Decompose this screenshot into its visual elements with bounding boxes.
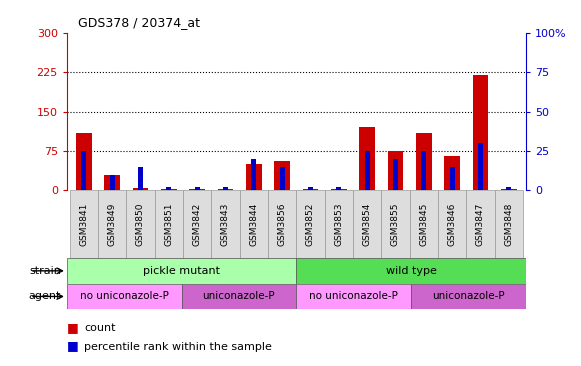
Text: GSM3847: GSM3847 bbox=[476, 202, 485, 246]
Text: GSM3852: GSM3852 bbox=[306, 202, 315, 246]
Bar bbox=[393, 159, 398, 190]
Bar bbox=[450, 167, 455, 190]
Text: ■: ■ bbox=[67, 340, 78, 352]
Bar bbox=[506, 187, 511, 190]
Text: ■: ■ bbox=[67, 321, 78, 334]
Bar bbox=[132, 188, 148, 190]
Text: GSM3849: GSM3849 bbox=[107, 202, 117, 246]
Text: GSM3848: GSM3848 bbox=[504, 202, 513, 246]
Bar bbox=[296, 258, 526, 284]
Text: GSM3843: GSM3843 bbox=[221, 202, 230, 246]
Text: GSM3850: GSM3850 bbox=[136, 202, 145, 246]
Bar bbox=[467, 190, 494, 258]
Bar bbox=[388, 151, 403, 190]
Text: wild type: wild type bbox=[386, 266, 436, 276]
Bar bbox=[365, 151, 370, 190]
Bar bbox=[416, 132, 432, 190]
Bar bbox=[381, 190, 410, 258]
Text: strain: strain bbox=[29, 266, 61, 276]
Bar bbox=[421, 151, 426, 190]
Text: GSM3846: GSM3846 bbox=[447, 202, 457, 246]
Bar bbox=[166, 187, 171, 190]
Bar bbox=[410, 190, 438, 258]
Bar bbox=[501, 189, 517, 190]
Bar bbox=[353, 190, 381, 258]
Bar bbox=[274, 161, 290, 190]
Text: GSM3853: GSM3853 bbox=[334, 202, 343, 246]
Bar bbox=[138, 167, 143, 190]
Bar bbox=[239, 190, 268, 258]
Bar bbox=[308, 187, 313, 190]
Bar bbox=[438, 190, 467, 258]
Text: no uniconazole-P: no uniconazole-P bbox=[309, 291, 398, 302]
Text: GSM3856: GSM3856 bbox=[278, 202, 286, 246]
Text: uniconazole-P: uniconazole-P bbox=[203, 291, 275, 302]
Bar bbox=[195, 187, 200, 190]
Bar bbox=[211, 190, 239, 258]
Text: agent: agent bbox=[28, 291, 61, 302]
Bar bbox=[126, 190, 155, 258]
Bar bbox=[336, 187, 342, 190]
Bar bbox=[331, 189, 347, 190]
Bar bbox=[268, 190, 296, 258]
Text: GSM3842: GSM3842 bbox=[193, 202, 202, 246]
Bar bbox=[98, 190, 126, 258]
Bar bbox=[110, 175, 114, 190]
Bar bbox=[183, 190, 211, 258]
Bar bbox=[161, 189, 177, 190]
Bar bbox=[303, 189, 318, 190]
Bar bbox=[478, 143, 483, 190]
Text: no uniconazole-P: no uniconazole-P bbox=[80, 291, 168, 302]
Bar bbox=[223, 187, 228, 190]
Bar bbox=[189, 189, 205, 190]
Bar bbox=[473, 75, 488, 190]
Bar bbox=[155, 190, 183, 258]
Text: GSM3845: GSM3845 bbox=[419, 202, 428, 246]
Text: percentile rank within the sample: percentile rank within the sample bbox=[84, 341, 272, 351]
Text: GSM3844: GSM3844 bbox=[249, 202, 259, 246]
Bar bbox=[67, 284, 181, 309]
Bar bbox=[105, 175, 120, 190]
Bar bbox=[70, 190, 98, 258]
Bar bbox=[67, 258, 296, 284]
Text: GSM3851: GSM3851 bbox=[164, 202, 173, 246]
Bar bbox=[360, 127, 375, 190]
Bar bbox=[246, 164, 261, 190]
Bar bbox=[325, 190, 353, 258]
Bar bbox=[444, 156, 460, 190]
Bar bbox=[218, 189, 233, 190]
Bar bbox=[279, 167, 285, 190]
Text: count: count bbox=[84, 323, 116, 333]
Text: GDS378 / 20374_at: GDS378 / 20374_at bbox=[78, 16, 200, 29]
Bar bbox=[81, 151, 87, 190]
Bar bbox=[296, 190, 325, 258]
Bar bbox=[181, 284, 296, 309]
Bar bbox=[411, 284, 526, 309]
Text: GSM3855: GSM3855 bbox=[391, 202, 400, 246]
Text: GSM3841: GSM3841 bbox=[80, 202, 88, 246]
Bar bbox=[251, 159, 256, 190]
Text: uniconazole-P: uniconazole-P bbox=[432, 291, 505, 302]
Text: GSM3854: GSM3854 bbox=[363, 202, 372, 246]
Text: pickle mutant: pickle mutant bbox=[143, 266, 220, 276]
Bar bbox=[296, 284, 411, 309]
Bar bbox=[494, 190, 523, 258]
Bar bbox=[76, 132, 92, 190]
